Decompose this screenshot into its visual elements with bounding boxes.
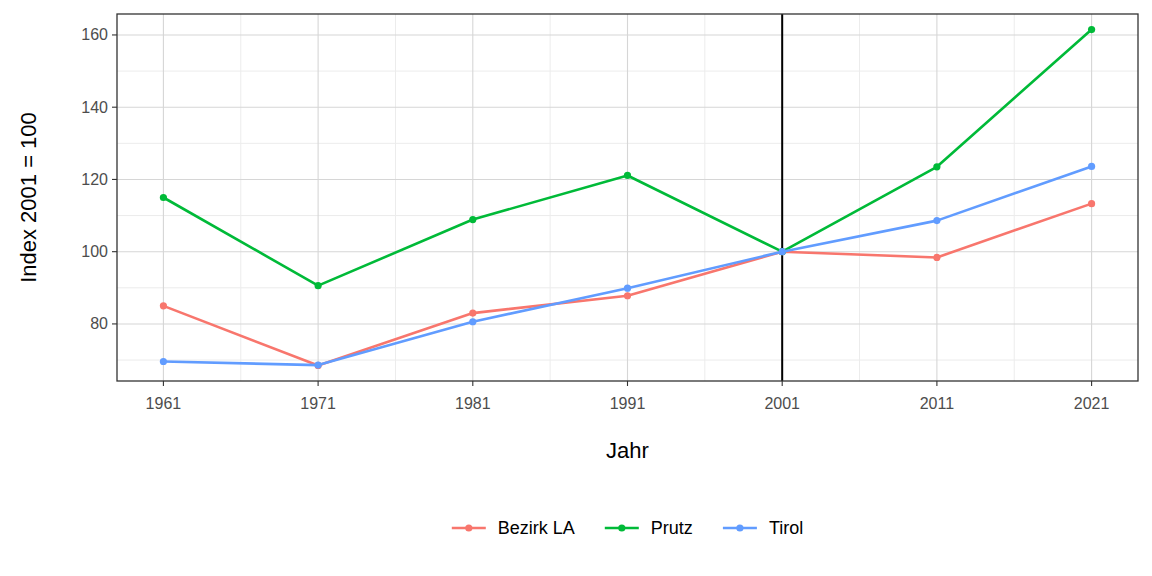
line (163, 166, 1091, 365)
tick (318, 381, 319, 386)
tick-label: 120 (81, 171, 108, 188)
point (315, 282, 322, 289)
series (160, 200, 1095, 369)
grid-line (782, 14, 783, 381)
legend-key (618, 524, 625, 531)
tick (782, 381, 783, 386)
reference-line (781, 14, 783, 381)
point (624, 285, 631, 292)
legend-item: Tirol (723, 518, 803, 538)
tick-label: 160 (81, 26, 108, 43)
legend-label: Bezirk LA (498, 518, 575, 538)
minor-grid-line (1014, 14, 1015, 381)
point (624, 172, 631, 179)
grid-line (936, 14, 937, 381)
chart: 80 100 120 140 160 1961 1971 1981 1991 2001 2011 20… (0, 0, 1152, 576)
point (1088, 26, 1095, 33)
grid-line (318, 14, 319, 381)
minor-grid-line (859, 14, 860, 381)
tick (112, 179, 117, 180)
legend-key (465, 524, 472, 531)
series (160, 163, 1095, 369)
legend-label: Tirol (769, 518, 803, 538)
plot-area (160, 14, 1095, 381)
tick-label: 140 (81, 99, 108, 116)
point (1088, 200, 1095, 207)
point (1088, 163, 1095, 170)
line (163, 204, 1091, 366)
tick (1091, 381, 1092, 386)
minor-grid-line (240, 14, 241, 381)
point (160, 358, 167, 365)
line (163, 30, 1091, 286)
minor-grid-line (704, 14, 705, 381)
y-axis-label: Index 2001 = 100 (16, 112, 41, 283)
point (160, 194, 167, 201)
point (933, 254, 940, 261)
point (624, 292, 631, 299)
legend-item: Bezirk LA (452, 518, 575, 538)
series (160, 26, 1095, 289)
point (160, 302, 167, 309)
legend: Bezirk LA Prutz Tirol (452, 518, 803, 538)
tick (472, 381, 473, 386)
legend-label: Prutz (651, 518, 693, 538)
point (469, 309, 476, 316)
tick (112, 107, 117, 108)
tick (627, 381, 628, 386)
tick (163, 381, 164, 386)
tick-label: 80 (90, 315, 108, 332)
grid-line (472, 14, 473, 381)
tick-label: 1971 (300, 395, 336, 412)
tick (936, 381, 937, 386)
grid-line (627, 14, 628, 381)
legend-item: Prutz (605, 518, 693, 538)
legend-key (736, 524, 743, 531)
point (933, 163, 940, 170)
tick-label: 100 (81, 243, 108, 260)
panel-border (117, 14, 1138, 381)
tick (112, 251, 117, 252)
point (779, 248, 786, 255)
tick-label: 2021 (1074, 395, 1110, 412)
point (315, 362, 322, 369)
minor-grid-line (395, 14, 396, 381)
point (469, 318, 476, 325)
tick-label: 2001 (764, 395, 800, 412)
point (779, 248, 786, 255)
point (779, 248, 786, 255)
tick (112, 34, 117, 35)
point (469, 216, 476, 223)
tick-label: 1981 (455, 395, 491, 412)
x-axis-label: Jahr (606, 438, 649, 463)
tick-label: 2011 (920, 395, 955, 412)
axes: 80 100 120 140 160 1961 1971 1981 1991 2001 2011 20… (81, 26, 1109, 412)
tick-label: 1961 (146, 395, 182, 412)
grid-line (1091, 14, 1092, 381)
grid (117, 14, 1138, 381)
tick-label: 1991 (610, 395, 646, 412)
tick (112, 323, 117, 324)
point (933, 217, 940, 224)
point (315, 362, 322, 369)
